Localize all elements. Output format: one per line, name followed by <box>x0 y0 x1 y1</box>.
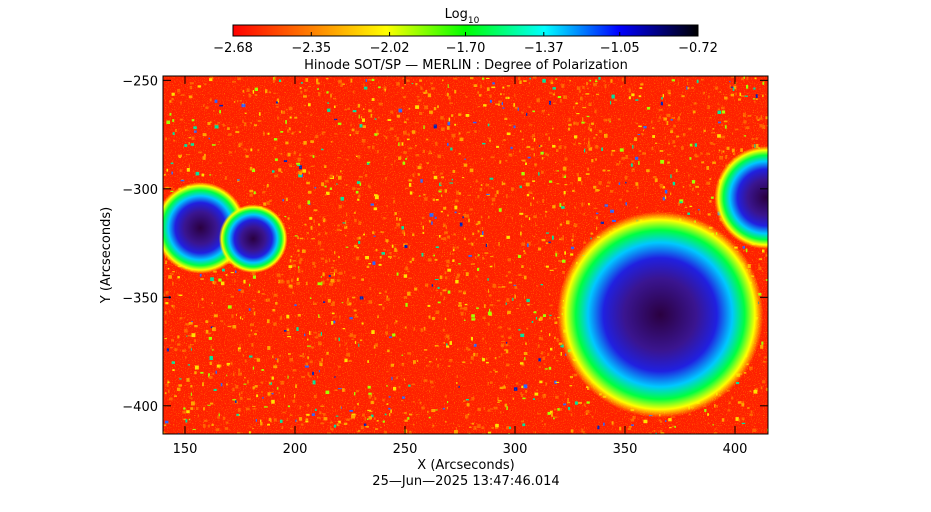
y-axis-label: Y (Arcseconds) <box>99 207 114 304</box>
y-axis: −250 −300 −350 −400 <box>122 74 768 415</box>
x-tick-label: 150 <box>173 442 198 457</box>
colorbar-tick-label: −2.02 <box>370 41 410 56</box>
x-axis-label: X (Arcseconds) <box>417 458 514 473</box>
colorbar-tick-label: −2.68 <box>213 41 253 56</box>
x-tick-label: 400 <box>723 442 748 457</box>
heatmap-image <box>163 76 768 434</box>
y-tick-label: −300 <box>122 183 158 198</box>
y-tick-label: −350 <box>122 291 158 306</box>
y-tick-label: −250 <box>122 74 158 89</box>
plot-frame <box>162 75 769 435</box>
sunspot <box>218 204 288 274</box>
x-tick-label: 200 <box>283 442 308 457</box>
colorbar-tick-label: −1.70 <box>446 41 486 56</box>
timestamp: 25—Jun—2025 13:47:46.014 <box>372 474 559 489</box>
colorbar-tick-label: −1.37 <box>524 41 564 56</box>
x-tick-label: 350 <box>613 442 638 457</box>
colorbar: Log10 −2.68 −2.35 −2.02 −1.70 −1.37 −1.05 −0.7… <box>213 7 718 56</box>
sunspot <box>714 146 768 249</box>
colorbar-tick-label: −2.35 <box>291 41 331 56</box>
y-tick-label: −400 <box>122 400 158 415</box>
sunspot <box>557 211 764 418</box>
chart-title: Hinode SOT/SP — MERLIN : Degree of Polar… <box>304 58 628 73</box>
x-axis: 150 200 250 300 350 400 <box>173 76 748 457</box>
x-tick-label: 300 <box>503 442 528 457</box>
colorbar-tick-label: −0.72 <box>678 41 718 56</box>
colorbar-ticks: −2.68 −2.35 −2.02 −1.70 −1.37 −1.05 −0.72 <box>213 32 718 56</box>
heatmap-features <box>163 146 768 418</box>
colorbar-label: Log10 <box>445 7 480 26</box>
x-tick-label: 250 <box>393 442 418 457</box>
colorbar-tick-label: −1.05 <box>600 41 640 56</box>
